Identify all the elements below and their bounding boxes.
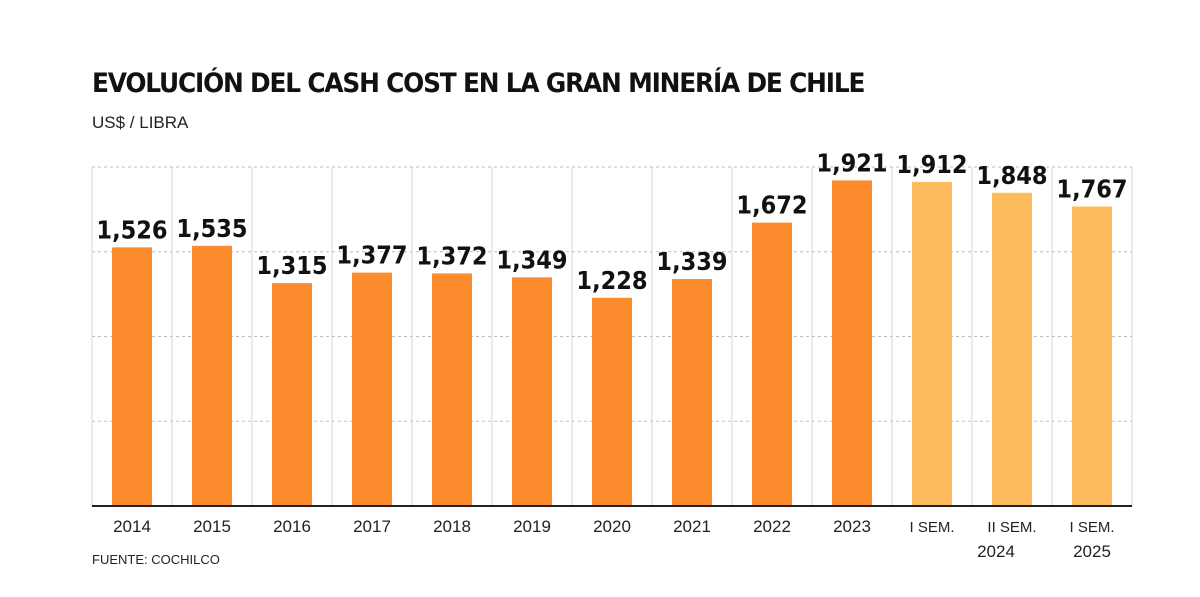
data-label: 1,848	[976, 161, 1047, 190]
bar	[512, 277, 552, 506]
data-label: 1,377	[336, 241, 407, 270]
bar	[992, 192, 1032, 506]
x-tick-label: 2023	[833, 517, 871, 536]
chart-subtitle: US$ / LIBRA	[92, 113, 189, 132]
bar	[912, 181, 952, 506]
data-label: 1,912	[896, 150, 967, 179]
bar	[352, 272, 392, 506]
x-tick-label: I SEM.	[1069, 519, 1114, 536]
data-label: 1,672	[736, 191, 807, 220]
bar	[432, 273, 472, 506]
bar	[112, 247, 152, 506]
bar	[752, 222, 792, 506]
x-tick-label: 2020	[593, 517, 631, 536]
x-tick-label: I SEM.	[909, 519, 954, 536]
data-label: 1,228	[576, 266, 647, 295]
bar	[672, 279, 712, 506]
bar	[192, 245, 232, 506]
x-tick-label: 2016	[273, 517, 311, 536]
source-note: FUENTE: COCHILCO	[92, 552, 220, 567]
x-tick-label: 2017	[353, 517, 391, 536]
data-label: 1,921	[816, 148, 887, 177]
bar	[592, 297, 632, 506]
chart-title: EVOLUCIÓN DEL CASH COST EN LA GRAN MINER…	[92, 68, 865, 99]
data-label: 1,526	[96, 215, 167, 244]
bar	[832, 180, 872, 506]
x-group-label: 2025	[1073, 542, 1111, 561]
x-tick-label: 2014	[113, 517, 151, 536]
data-label: 1,315	[256, 251, 327, 280]
data-label: 1,339	[656, 247, 727, 276]
data-label: 1,372	[416, 241, 487, 270]
x-tick-label: 2022	[753, 517, 791, 536]
x-group-label: 2024	[977, 542, 1015, 561]
x-tick-label: II SEM.	[987, 519, 1036, 536]
x-tick-label: 2018	[433, 517, 471, 536]
x-tick-label: 2019	[513, 517, 551, 536]
data-label: 1,535	[176, 214, 247, 243]
bar	[1072, 206, 1112, 506]
bar	[272, 283, 312, 506]
data-label: 1,349	[496, 245, 567, 274]
x-tick-label: 2015	[193, 517, 231, 536]
x-tick-label: 2021	[673, 517, 711, 536]
data-label: 1,767	[1056, 174, 1127, 203]
